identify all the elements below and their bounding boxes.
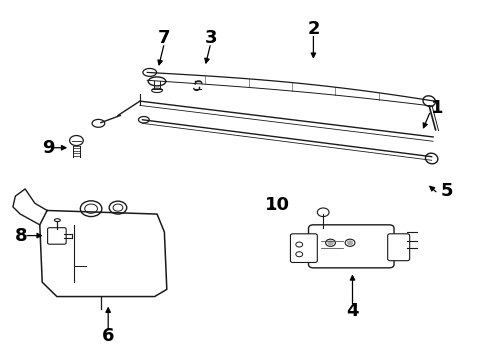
FancyBboxPatch shape [48, 228, 66, 244]
Text: 6: 6 [102, 327, 115, 345]
FancyBboxPatch shape [291, 234, 318, 262]
Text: 8: 8 [15, 226, 28, 244]
Text: 1: 1 [431, 99, 443, 117]
FancyBboxPatch shape [309, 225, 394, 268]
Text: 2: 2 [307, 21, 319, 39]
Circle shape [347, 241, 352, 244]
Text: 9: 9 [42, 139, 55, 157]
Text: 4: 4 [346, 302, 359, 320]
FancyBboxPatch shape [388, 234, 410, 261]
Text: 7: 7 [158, 30, 171, 48]
Circle shape [328, 241, 333, 244]
Text: 10: 10 [265, 196, 290, 214]
Text: 5: 5 [441, 182, 453, 200]
Text: 3: 3 [204, 30, 217, 48]
